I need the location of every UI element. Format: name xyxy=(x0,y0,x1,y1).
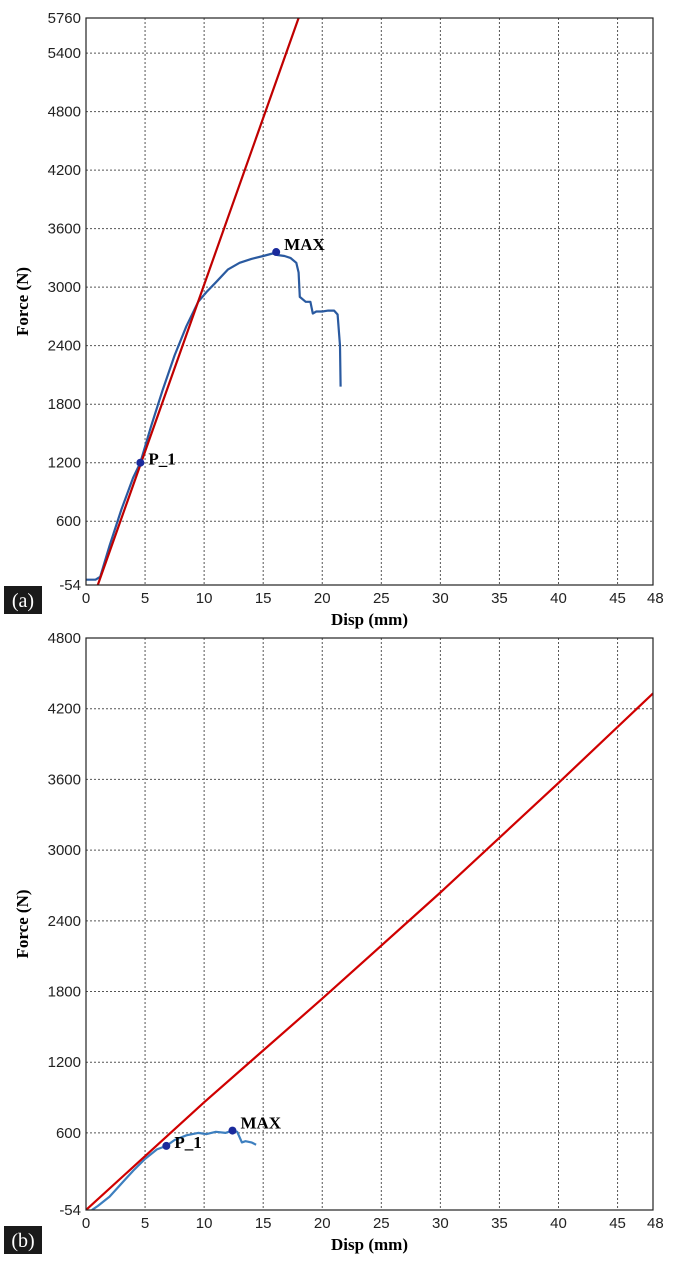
panel-label-box xyxy=(4,1226,42,1254)
x-tick-label: 48 xyxy=(647,590,664,607)
y-tick-label: -54 xyxy=(59,1202,81,1219)
series-line-1 xyxy=(96,18,300,585)
y-axis-title: Force (N) xyxy=(13,267,32,336)
x-tick-label: 25 xyxy=(373,590,390,607)
x-tick-label: 30 xyxy=(432,1215,449,1232)
x-tick-label: 5 xyxy=(141,590,149,607)
plot-area xyxy=(86,638,653,1210)
x-axis-title: Disp (mm) xyxy=(331,1235,408,1254)
x-tick-label: 40 xyxy=(550,1215,567,1232)
y-tick-label: 1800 xyxy=(48,396,81,413)
y-tick-label: 5400 xyxy=(48,45,81,62)
x-tick-label: 0 xyxy=(82,590,90,607)
annotation-label: MAX xyxy=(240,1114,281,1133)
x-tick-label: 10 xyxy=(196,590,213,607)
chart-panel-a: 0 5 10 15 20 25 30 35 40 45 48 -54 600 1200 1800 2400 30… xyxy=(4,10,664,629)
x-tick-label: 10 xyxy=(196,1215,213,1232)
series-line-1 xyxy=(86,692,653,1210)
x-tick-label: 5 xyxy=(141,1215,149,1232)
x-tick-label: 40 xyxy=(550,590,567,607)
y-tick-label: 2400 xyxy=(48,913,81,930)
annotation-marker xyxy=(136,458,145,467)
annotation-label: P_1 xyxy=(174,1133,201,1152)
x-tick-label: 35 xyxy=(491,1215,508,1232)
plot-frame xyxy=(85,17,654,586)
y-tick-label: 600 xyxy=(56,513,81,530)
y-tick-label: -54 xyxy=(59,577,81,594)
annotation-marker xyxy=(228,1126,237,1135)
x-tick-label: 25 xyxy=(373,1215,390,1232)
y-tick-label: 3000 xyxy=(48,279,81,296)
x-axis-title: Disp (mm) xyxy=(331,610,408,629)
y-axis-title: Force (N) xyxy=(13,889,32,958)
annotation-label: P_1 xyxy=(148,450,175,469)
series-line-0 xyxy=(91,1129,257,1210)
y-tick-label: 4800 xyxy=(48,104,81,121)
chart-panel-b: 0 5 10 15 20 25 30 35 40 45 48 -54 600 1200 1800 2400 30… xyxy=(4,630,664,1254)
x-tick-label: 45 xyxy=(609,1215,626,1232)
y-tick-label: 1200 xyxy=(48,455,81,472)
annotation-marker xyxy=(162,1141,171,1150)
x-tick-label: 48 xyxy=(647,1215,664,1232)
y-tick-label: 3000 xyxy=(48,842,81,859)
x-tick-label: 15 xyxy=(255,590,272,607)
y-tick-label: 600 xyxy=(56,1125,81,1142)
y-tick-label: 2400 xyxy=(48,338,81,355)
y-tick-label: 1800 xyxy=(48,984,81,1001)
x-tick-label: 15 xyxy=(255,1215,272,1232)
x-tick-label: 0 xyxy=(82,1215,90,1232)
y-tick-label: 3600 xyxy=(48,221,81,238)
y-tick-label: 3600 xyxy=(48,771,81,788)
y-tick-label: 4800 xyxy=(48,630,81,647)
x-tick-label: 20 xyxy=(314,590,331,607)
x-tick-label: 30 xyxy=(432,590,449,607)
panel-label: (b) xyxy=(11,1230,34,1252)
x-tick-label: 35 xyxy=(491,590,508,607)
annotation-label: MAX xyxy=(284,235,325,254)
annotation-marker xyxy=(272,248,281,257)
x-tick-label: 20 xyxy=(314,1215,331,1232)
y-tick-label: 4200 xyxy=(48,701,81,718)
y-tick-label: 4200 xyxy=(48,162,81,179)
panel-label: (a) xyxy=(12,590,34,612)
y-tick-label: 1200 xyxy=(48,1054,81,1071)
panel-label-box xyxy=(4,586,42,614)
y-tick-label: 5760 xyxy=(48,10,81,27)
plot-frame xyxy=(85,637,654,1211)
x-tick-label: 45 xyxy=(609,590,626,607)
plot-area xyxy=(86,18,653,585)
series-line-0 xyxy=(86,252,342,581)
